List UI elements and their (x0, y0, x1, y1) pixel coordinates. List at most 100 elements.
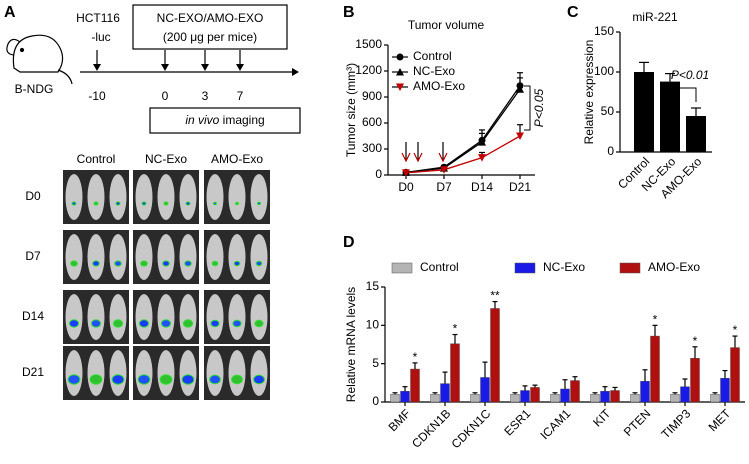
series-line (405, 88, 521, 174)
significance-bracket (669, 87, 697, 102)
mouse-body (228, 350, 246, 396)
legend-label: AMO-Exo (648, 260, 700, 274)
signal (184, 260, 192, 267)
legend-swatch (391, 262, 413, 274)
mouse-body (157, 234, 175, 280)
bar (680, 386, 690, 403)
x-tick-label: D14 (471, 180, 493, 194)
y-tick-label: 15 (366, 279, 380, 293)
point (478, 154, 486, 162)
signal (114, 260, 122, 267)
signal (257, 201, 261, 206)
signal (209, 374, 221, 385)
significance-label: * (413, 350, 418, 364)
mouse-body (87, 294, 105, 340)
row-label: D21 (22, 365, 44, 379)
signal (137, 374, 151, 385)
y-tick-label: 300 (362, 141, 382, 155)
bar (650, 335, 660, 403)
imaging-italic: in vivo (185, 113, 219, 127)
signal (232, 319, 242, 328)
signal (67, 374, 81, 385)
signal (253, 374, 265, 385)
mouse-body (87, 234, 105, 280)
significance-label: * (453, 322, 458, 336)
signal (235, 201, 239, 206)
significance-label: * (733, 323, 738, 337)
chart-title: Tumor volume (408, 18, 485, 32)
signal (141, 201, 147, 206)
x-tick-label: BMF (386, 406, 414, 434)
y-tick-label: 1500 (355, 37, 382, 51)
signal (211, 260, 219, 267)
timeline (80, 50, 299, 76)
column-header: NC-Exo (145, 152, 187, 166)
mouse-body (206, 294, 224, 340)
mouse-image (63, 346, 129, 400)
cell-line: -luc (91, 30, 110, 44)
x-tick-label: D7 (436, 180, 452, 194)
point (402, 169, 410, 177)
mouse-body (135, 234, 153, 280)
timepoint: 0 (162, 89, 169, 103)
signal (159, 374, 173, 385)
panel-label: C (567, 4, 579, 21)
bar (480, 377, 490, 403)
timepoint: -10 (88, 89, 106, 103)
bar (550, 394, 560, 403)
signal (115, 201, 121, 206)
x-tick-label: D0 (398, 180, 414, 194)
signal (90, 319, 102, 328)
bar (690, 358, 700, 403)
mouse-body (228, 234, 246, 280)
mouse-body (109, 350, 127, 396)
mouse-image (63, 290, 129, 344)
mouse-image (63, 230, 129, 284)
bar (730, 347, 740, 403)
annotation: P<0.05 (532, 88, 546, 127)
y-tick-label: 0 (607, 144, 614, 158)
mouse-icon (6, 34, 73, 85)
bar (570, 380, 580, 403)
bar (390, 394, 400, 403)
imaging-box (149, 107, 301, 134)
signal (70, 260, 78, 267)
bar (520, 390, 530, 403)
signal (138, 319, 150, 328)
bar (470, 394, 480, 403)
mouse-body (87, 350, 105, 396)
chart-title: miR-221 (632, 10, 678, 24)
x-tick-label: D21 (509, 180, 531, 194)
signal (210, 319, 220, 328)
series-line (405, 135, 521, 174)
y-axis-label: Relative mRNA levels (344, 287, 358, 402)
treatment-box (132, 4, 288, 50)
x-tick-label: PTEN (621, 406, 654, 439)
bar (400, 391, 410, 403)
bar (600, 391, 610, 403)
signal (93, 201, 99, 206)
y-tick-label: 10 (366, 318, 380, 332)
treatment-arrow-head (401, 152, 411, 163)
bar (440, 383, 450, 403)
cell-line: HCT116 (76, 11, 120, 25)
signal (255, 260, 263, 267)
bar (634, 72, 654, 152)
signal (162, 260, 170, 267)
mouse-body (109, 294, 127, 340)
x-tick-label: CDKN1B (409, 406, 453, 450)
mouse-body (250, 294, 268, 340)
bar (630, 394, 640, 403)
legend-swatch (619, 262, 641, 274)
signal (213, 201, 217, 206)
mouse-body (179, 234, 197, 280)
bar (670, 394, 680, 403)
y-tick-label: 50 (601, 104, 615, 118)
bar (640, 381, 650, 403)
bar (450, 343, 460, 403)
x-tick-label: ESR1 (501, 406, 533, 438)
bar (560, 388, 570, 403)
bar (610, 390, 620, 403)
legend-label: AMO-Exo (413, 79, 465, 93)
